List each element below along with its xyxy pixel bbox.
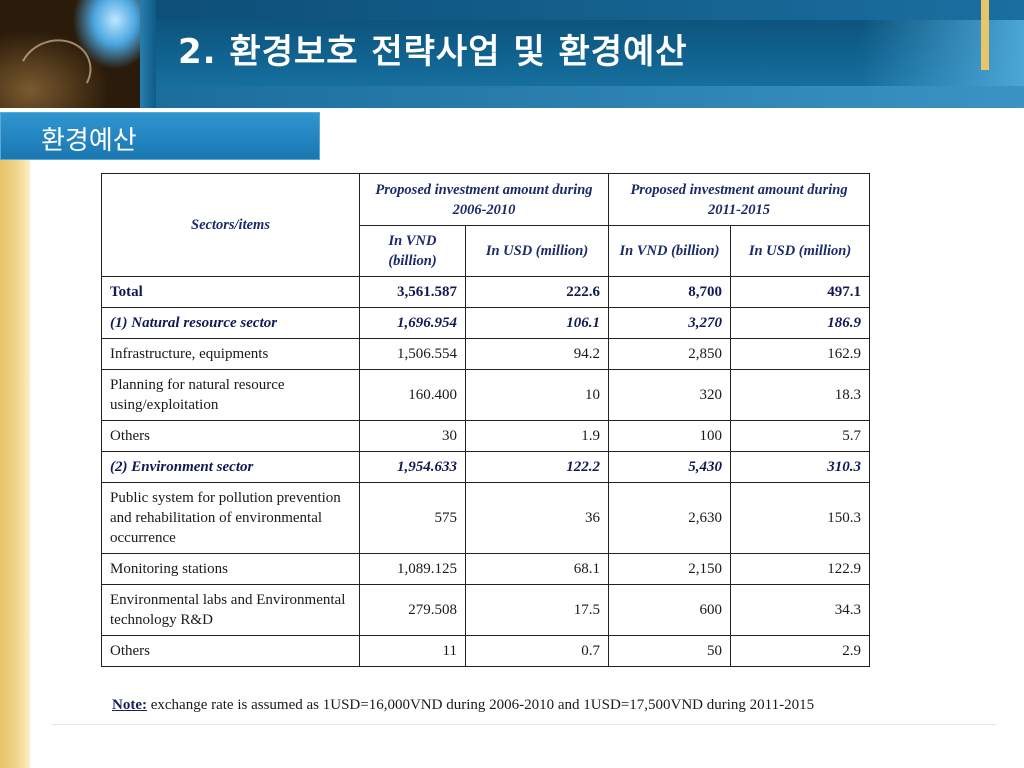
cell-usd-2: 186.9	[729, 307, 871, 339]
row-label: Others	[101, 635, 360, 667]
cell-usd-2: 5.7	[729, 420, 871, 452]
cell-vnd-2: 600	[608, 584, 731, 636]
header-accent-bar	[981, 0, 989, 70]
header-divider	[140, 0, 156, 108]
section-tab-label: 환경예산	[41, 126, 137, 156]
row-label: Public system for pollution prevention a…	[101, 482, 360, 554]
row-label: Planning for natural resource using/expl…	[101, 369, 360, 421]
header-photo	[0, 0, 140, 108]
cell-vnd-2: 3,270	[608, 307, 731, 339]
header-stripe-top	[156, 0, 1024, 20]
header-usd-2: In USD (million)	[729, 225, 871, 277]
row-label: (2) Environment sector	[101, 451, 360, 483]
cell-vnd-1: 1,954.633	[359, 451, 466, 483]
table-row: Planning for natural resource using/expl…	[101, 369, 871, 421]
cell-usd-2: 162.9	[729, 338, 871, 370]
cell-usd-1: 1.9	[465, 420, 609, 452]
row-label: Others	[101, 420, 360, 452]
cell-vnd-1: 3,561.587	[359, 276, 466, 308]
left-gold-strip	[0, 160, 30, 768]
table-row: Monitoring stations 1,089.125 68.1 2,150…	[101, 553, 871, 585]
note-label: Note:	[112, 697, 147, 713]
cell-usd-2: 34.3	[729, 584, 871, 636]
cell-vnd-1: 11	[359, 635, 466, 667]
table-row: Environmental labs and Environmental tec…	[101, 584, 871, 636]
section-tab: 환경예산	[0, 112, 320, 160]
table-row: (2) Environment sector 1,954.633 122.2 5…	[101, 451, 871, 483]
cell-usd-2: 497.1	[729, 276, 871, 308]
cell-vnd-1: 160.400	[359, 369, 466, 421]
cell-vnd-1: 1,506.554	[359, 338, 466, 370]
cell-usd-1: 222.6	[465, 276, 609, 308]
table-row: Others 30 1.9 100 5.7	[101, 420, 871, 452]
row-label: Infrastructure, equipments	[101, 338, 360, 370]
investment-table: Sectors/items Proposed investment amount…	[101, 173, 871, 667]
cell-usd-1: 0.7	[465, 635, 609, 667]
header-stripe-bottom	[156, 86, 1024, 108]
cell-vnd-1: 575	[359, 482, 466, 554]
cell-vnd-1: 1,089.125	[359, 553, 466, 585]
note-text: exchange rate is assumed as 1USD=16,000V…	[146, 697, 815, 713]
footer-divider	[52, 724, 996, 725]
header-period-2011-2015: Proposed investment amount during 2011-2…	[607, 173, 871, 226]
table-row: (1) Natural resource sector 1,696.954 10…	[101, 307, 871, 339]
slide-header: 2. 환경보호 전략사업 및 환경예산	[0, 0, 1024, 108]
page-title: 2. 환경보호 전략사업 및 환경예산	[178, 32, 688, 72]
cell-vnd-1: 30	[359, 420, 466, 452]
cell-vnd-1: 279.508	[359, 584, 466, 636]
header-period-2006-2010: Proposed investment amount during 2006-2…	[359, 173, 609, 226]
table-row: Public system for pollution prevention a…	[101, 482, 871, 554]
table-row: Total 3,561.587 222.6 8,700 497.1	[101, 276, 871, 308]
header-sectors: Sectors/items	[101, 173, 360, 277]
cell-vnd-2: 2,630	[608, 482, 731, 554]
cell-usd-2: 2.9	[729, 635, 871, 667]
cell-usd-1: 94.2	[465, 338, 609, 370]
cell-usd-1: 122.2	[465, 451, 609, 483]
cell-usd-2: 310.3	[729, 451, 871, 483]
cell-vnd-2: 2,150	[608, 553, 731, 585]
row-label: Total	[101, 276, 360, 308]
cell-usd-2: 150.3	[729, 482, 871, 554]
cell-vnd-1: 1,696.954	[359, 307, 466, 339]
header-usd-1: In USD (million)	[465, 225, 609, 277]
cell-vnd-2: 5,430	[608, 451, 731, 483]
cell-usd-1: 68.1	[465, 553, 609, 585]
cell-usd-1: 10	[465, 369, 609, 421]
cell-vnd-2: 2,850	[608, 338, 731, 370]
footnote: Note: exchange rate is assumed as 1USD=1…	[112, 697, 814, 714]
row-label: Environmental labs and Environmental tec…	[101, 584, 360, 636]
cell-vnd-2: 8,700	[608, 276, 731, 308]
cell-vnd-2: 100	[608, 420, 731, 452]
header-light	[860, 20, 1024, 86]
cell-vnd-2: 320	[608, 369, 731, 421]
row-label: Monitoring stations	[101, 553, 360, 585]
table-row: Infrastructure, equipments 1,506.554 94.…	[101, 338, 871, 370]
cell-usd-1: 106.1	[465, 307, 609, 339]
row-label: (1) Natural resource sector	[101, 307, 360, 339]
header-vnd-2: In VND (billion)	[608, 225, 731, 277]
table-row: Others 11 0.7 50 2.9	[101, 635, 871, 667]
cell-usd-1: 36	[465, 482, 609, 554]
header-vnd-1: In VND (billion)	[359, 225, 466, 277]
cell-usd-1: 17.5	[465, 584, 609, 636]
cell-usd-2: 122.9	[729, 553, 871, 585]
cell-vnd-2: 50	[608, 635, 731, 667]
cell-usd-2: 18.3	[729, 369, 871, 421]
